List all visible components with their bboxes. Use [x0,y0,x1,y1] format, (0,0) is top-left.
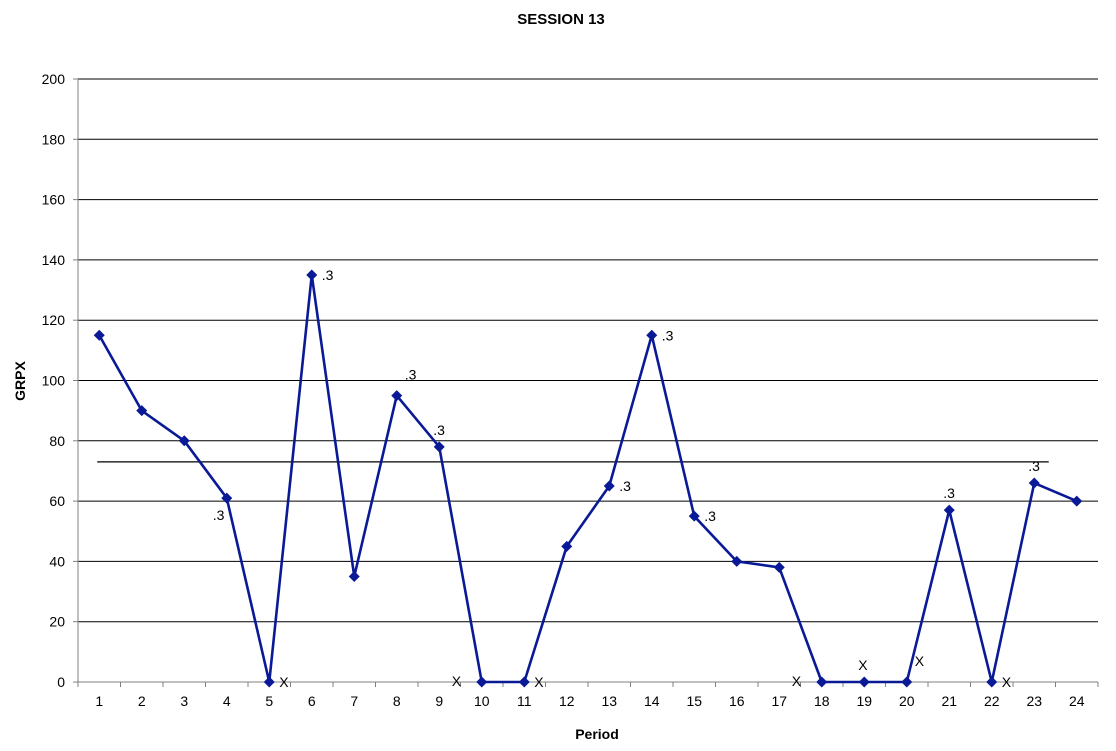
data-point [263,676,275,688]
data-point [901,676,913,688]
data-point [136,405,148,417]
data-point [93,329,105,341]
chart-title: SESSION 13 [517,11,605,28]
y-tick-label: 200 [42,71,66,87]
annotation-label: X [534,674,544,690]
data-point [986,676,998,688]
annotation-label: .3 [943,485,955,501]
y-tick-label: 180 [42,131,66,147]
data-point [731,555,743,567]
annotation-label: X [915,653,925,669]
y-tick-label: 80 [49,433,65,449]
annotation-label: X [1002,674,1012,690]
data-point [603,480,615,492]
annotation-label: .3 [213,507,225,523]
data-point [561,540,573,552]
annotation-label: X [858,657,868,673]
data-point [221,492,233,504]
annotation-label: .3 [704,508,716,524]
y-tick-label: 60 [49,493,65,509]
annotation-label: .3 [405,367,417,383]
data-point [1028,477,1040,489]
x-tick-label: 10 [474,693,490,709]
x-tick-label: 7 [350,693,358,709]
annotation-label: .3 [619,478,631,494]
data-point [348,570,360,582]
x-tick-label: 8 [393,693,401,709]
x-tick-label: 11 [517,693,532,709]
annotation-label: X [792,673,802,689]
y-tick-label: 120 [42,312,66,328]
x-tick-label: 18 [814,693,830,709]
x-tick-label: 14 [644,693,660,709]
x-tick-label: 4 [223,693,231,709]
x-tick-label: 24 [1069,693,1085,709]
x-tick-label: 3 [180,693,188,709]
x-tick-label: 20 [899,693,915,709]
x-tick-label: 2 [138,693,146,709]
annotation-label: .3 [433,422,445,438]
x-axis-title: Period [575,726,619,742]
data-point [476,676,488,688]
data-point [1071,495,1083,507]
data-point [773,561,785,573]
y-tick-label: 40 [49,553,65,569]
data-point [306,269,318,281]
x-tick-label: 16 [729,693,745,709]
x-tick-label: 12 [559,693,575,709]
y-tick-label: 100 [42,373,66,389]
x-tick-label: 23 [1026,693,1042,709]
x-tick-label: 21 [941,693,957,709]
y-tick-label: 0 [57,674,65,690]
annotations: .3 X .3 .3 .3 X X .3 .3 .3 X X X .3 X .3 [213,267,1040,690]
x-tick-label: 1 [95,693,103,709]
annotation-label: .3 [1028,458,1040,474]
x-tick-label: 19 [856,693,872,709]
annotation-label: X [279,674,289,690]
data-point [433,441,445,453]
data-point [391,390,403,402]
annotation-label: X [452,673,462,689]
data-point [858,676,870,688]
y-tick-label: 20 [49,614,65,630]
annotation-label: .3 [662,327,674,343]
data-point [816,676,828,688]
x-tick-label: 22 [984,693,1000,709]
x-tick-label: 9 [435,693,443,709]
y-axis-title: GRPX [12,361,28,401]
data-point [943,504,955,516]
data-point [688,510,700,522]
gridlines [78,78,1098,623]
x-tick-label: 15 [686,693,702,709]
y-tick-label: 140 [42,252,66,268]
x-tick-label: 6 [308,693,316,709]
x-tick-label: 17 [771,693,787,709]
x-tick-label: 13 [601,693,617,709]
data-point [518,676,530,688]
data-point [178,435,190,447]
series-line [98,273,1078,684]
x-tick-label: 5 [265,693,273,709]
data-point [646,329,658,341]
y-tick-label: 160 [42,192,66,208]
annotation-label: .3 [322,267,334,283]
series-group [93,269,1083,688]
